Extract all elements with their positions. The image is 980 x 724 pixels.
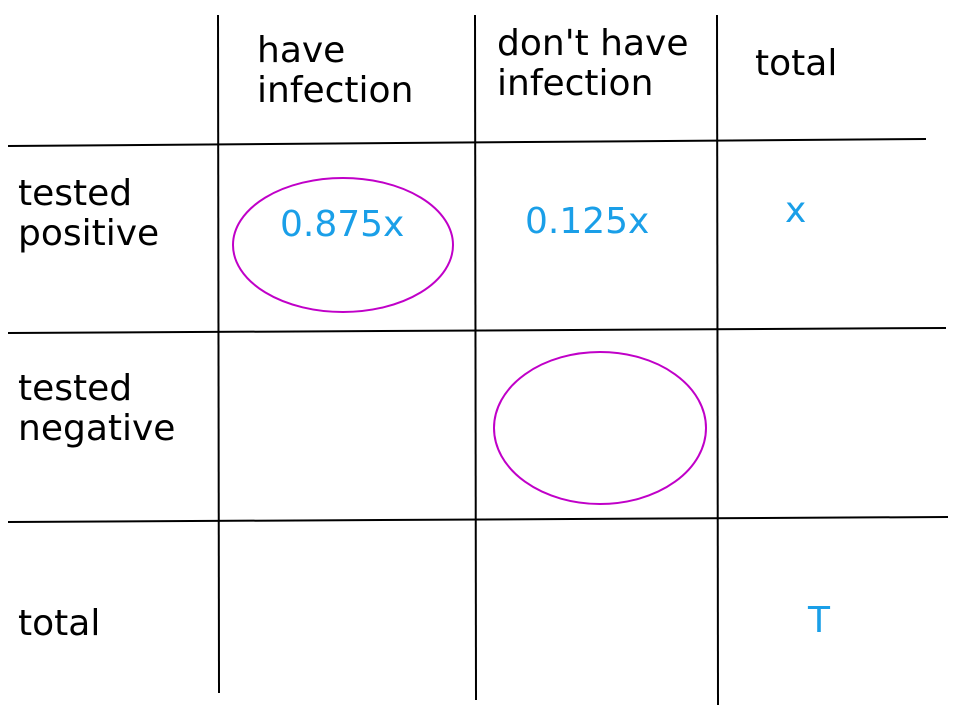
column-header: have bbox=[257, 30, 345, 71]
cell-value: 0.125x bbox=[525, 201, 649, 242]
grid-line bbox=[7, 516, 949, 523]
row-header: tested bbox=[18, 368, 132, 409]
grid-line bbox=[7, 138, 927, 147]
column-header: infection bbox=[497, 63, 653, 104]
cell-value: x bbox=[785, 190, 806, 231]
row-header: positive bbox=[18, 213, 159, 254]
column-header: total bbox=[755, 43, 837, 84]
grid-line bbox=[217, 14, 220, 694]
column-header: infection bbox=[257, 70, 413, 111]
cell-value: T bbox=[807, 600, 831, 641]
row-header: tested bbox=[18, 173, 132, 214]
cell-value: 0.875x bbox=[280, 204, 404, 245]
row-header: total bbox=[18, 603, 100, 644]
row-header: negative bbox=[18, 408, 175, 449]
highlight-circle bbox=[232, 177, 454, 313]
grid-line bbox=[474, 14, 477, 701]
column-header: don't have bbox=[497, 23, 688, 64]
highlight-circle bbox=[493, 351, 707, 505]
grid-line bbox=[7, 327, 947, 334]
grid-line bbox=[716, 14, 719, 706]
